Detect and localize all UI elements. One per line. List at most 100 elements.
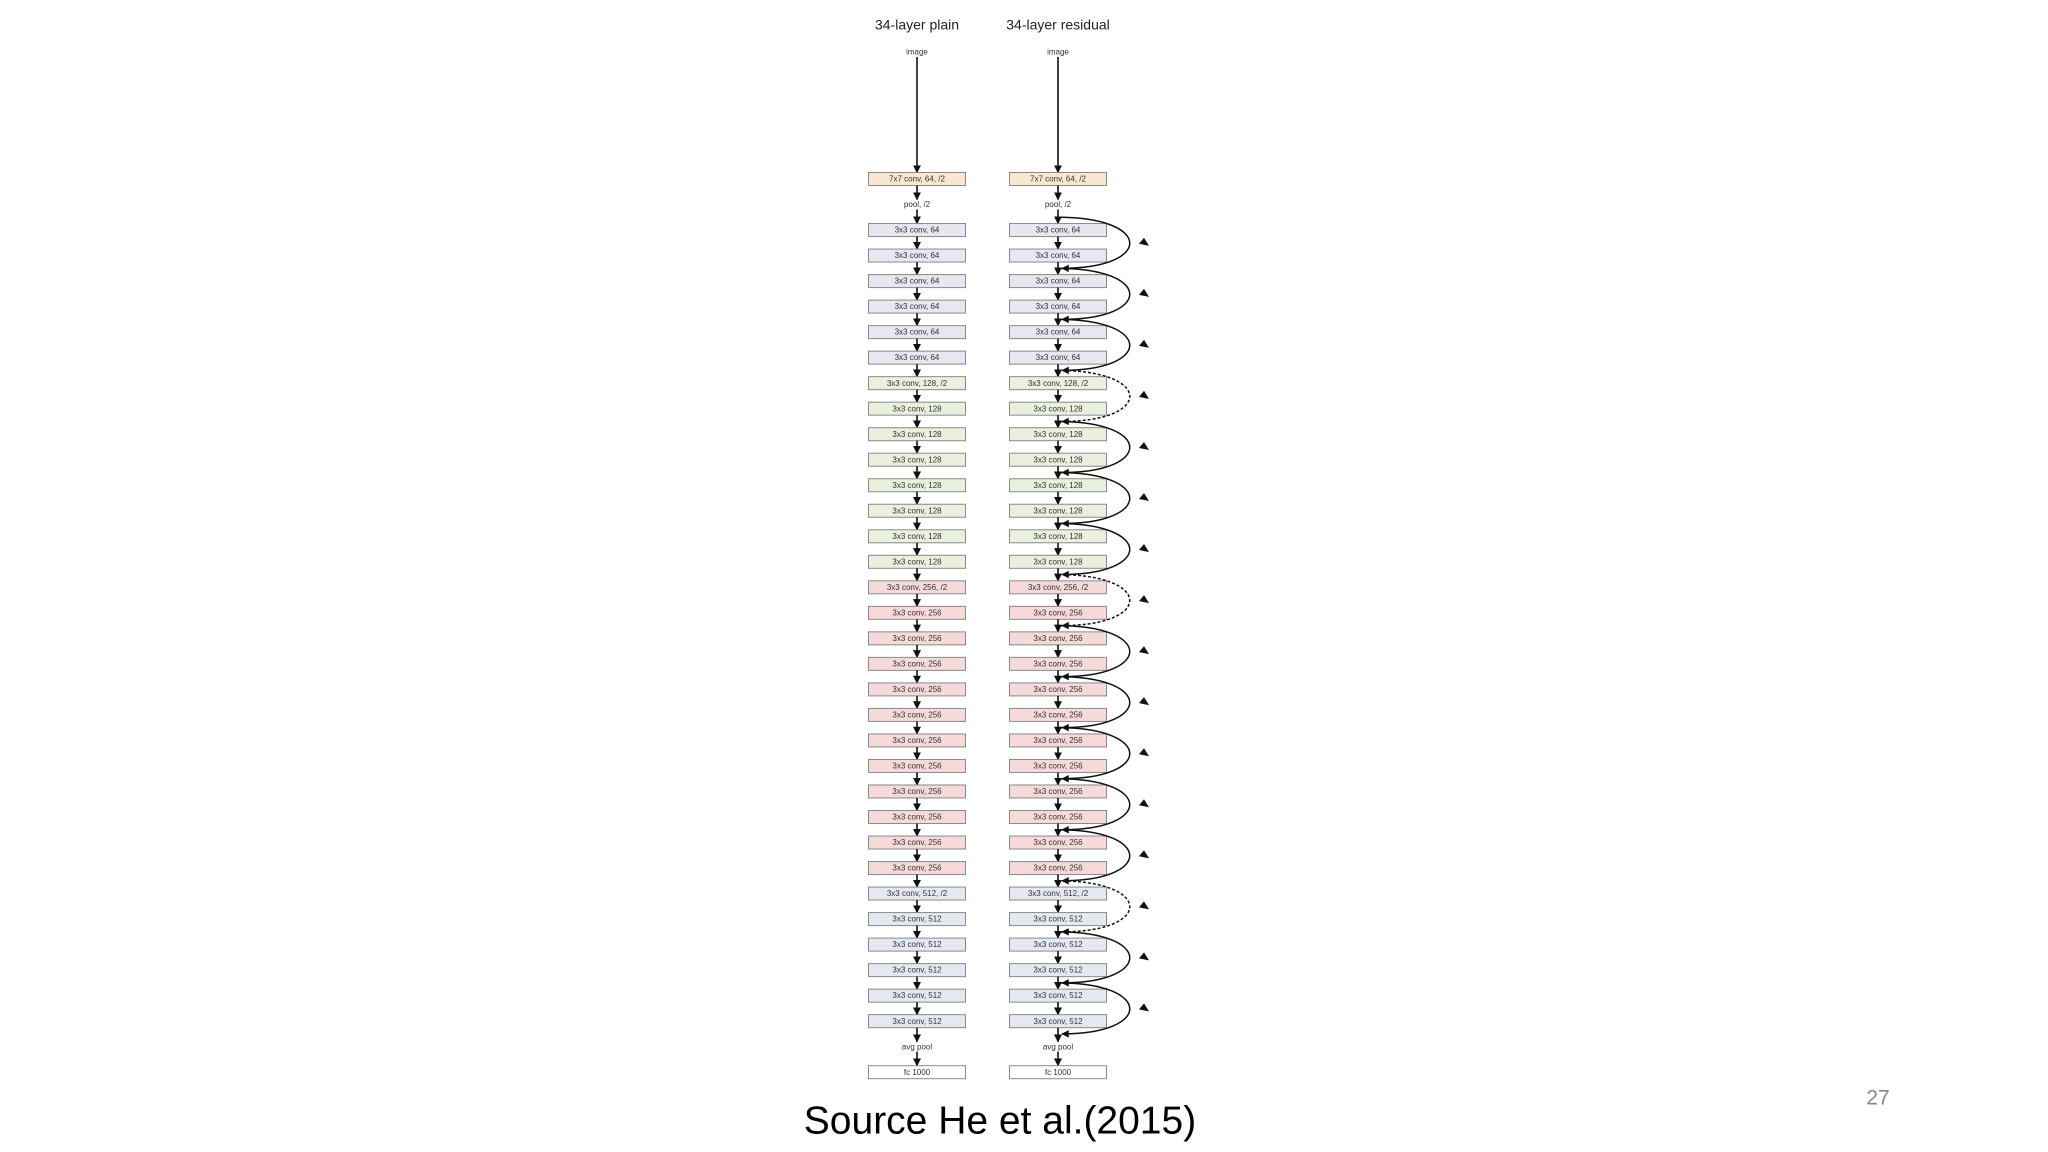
layer-label: 3x3 conv, 512 (1033, 915, 1083, 924)
layer-label: 3x3 conv, 128 (1033, 430, 1083, 439)
layer-label: 3x3 conv, 128 (1033, 455, 1083, 464)
shortcut-connection (1057, 318, 1131, 375)
layer-label: 3x3 conv, 512 (1033, 991, 1083, 1000)
layer-label: fc 1000 (1045, 1068, 1072, 1077)
layer-label: 3x3 conv, 256 (892, 838, 942, 847)
layer-label: 3x3 conv, 256 (1033, 736, 1083, 745)
node-label: avg pool (1043, 1042, 1073, 1051)
shortcut-connection (1057, 369, 1131, 426)
layer-label: 3x3 conv, 256 (1033, 634, 1083, 643)
layer-label: 3x3 conv, 128, /2 (1028, 379, 1089, 388)
layer-label: 3x3 conv, 128, /2 (887, 379, 948, 388)
layer-label: 3x3 conv, 128 (1033, 481, 1083, 490)
layer-label: 3x3 conv, 512 (892, 991, 942, 1000)
column-title: 34-layer residual (1006, 17, 1110, 33)
layer-label: 3x3 conv, 256 (1033, 787, 1083, 796)
shortcut-connection (1057, 573, 1131, 630)
shortcut-connection (1057, 267, 1131, 324)
shortcut-connection (1057, 522, 1131, 579)
shortcut-connection (1057, 471, 1131, 528)
shortcut-arrowhead (1139, 288, 1149, 297)
layer-label: 7x7 conv, 64, /2 (889, 175, 945, 184)
layer-label: 3x3 conv, 64 (1036, 328, 1081, 337)
layer-label: 3x3 conv, 256 (892, 813, 942, 822)
layer-label: 3x3 conv, 256 (892, 762, 942, 771)
layer-label: 3x3 conv, 512 (1033, 940, 1083, 949)
shortcut-connection (1057, 216, 1131, 273)
shortcut-connection (1057, 931, 1131, 987)
layer-label: 3x3 conv, 512 (1033, 966, 1083, 975)
shortcut-connection (1057, 880, 1131, 936)
layer-label: 3x3 conv, 64 (1036, 302, 1081, 311)
node-label: pool, /2 (1045, 200, 1072, 209)
shortcut-connection (1057, 829, 1131, 885)
layer-label: 3x3 conv, 256 (892, 608, 942, 617)
shortcut-arrowhead (1139, 748, 1149, 757)
layer-label: 3x3 conv, 512 (892, 966, 942, 975)
layer-label: 3x3 conv, 256 (1033, 685, 1083, 694)
shortcut-arrowhead (1139, 901, 1149, 910)
layer-label: fc 1000 (904, 1068, 931, 1077)
layer-label: 3x3 conv, 256 (892, 864, 942, 873)
layer-label: 3x3 conv, 512, /2 (887, 889, 948, 898)
layer-label: 3x3 conv, 256 (892, 685, 942, 694)
layer-label: 3x3 conv, 128 (892, 506, 942, 515)
layer-label: 3x3 conv, 128 (1033, 506, 1083, 515)
layer-label: 3x3 conv, 128 (892, 404, 942, 413)
shortcut-arrowhead (1139, 799, 1149, 808)
layer-label: 3x3 conv, 512 (892, 1017, 942, 1026)
shortcut-arrowhead (1139, 595, 1149, 604)
shortcut-arrowhead (1139, 544, 1149, 553)
layer-label: 3x3 conv, 256 (1033, 864, 1083, 873)
shortcut-arrowhead (1139, 697, 1149, 706)
layer-label: 3x3 conv, 128 (892, 481, 942, 490)
shortcut-arrowhead (1139, 493, 1149, 501)
layer-label: 3x3 conv, 256 (892, 659, 942, 668)
layer-label: 3x3 conv, 64 (895, 353, 940, 362)
layer-label: 3x3 conv, 256, /2 (887, 583, 948, 592)
shortcut-connection (1057, 624, 1131, 681)
layer-label: 3x3 conv, 256 (1033, 762, 1083, 771)
shortcut-arrowhead (1139, 1003, 1149, 1012)
layer-label: 3x3 conv, 128 (892, 557, 942, 566)
shortcut-arrowhead (1139, 339, 1149, 348)
layer-label: 3x3 conv, 128 (1033, 404, 1083, 413)
layer-label: 3x3 conv, 64 (895, 251, 940, 260)
layer-label: 3x3 conv, 64 (895, 277, 940, 286)
layer-label: 3x3 conv, 256 (1033, 608, 1083, 617)
layer-label: 3x3 conv, 64 (895, 226, 940, 235)
layer-label: 3x3 conv, 64 (1036, 277, 1081, 286)
layer-label: 3x3 conv, 256 (892, 736, 942, 745)
shortcut-arrowhead (1139, 850, 1149, 859)
layer-label: 3x3 conv, 128 (892, 430, 942, 439)
layer-label: 3x3 conv, 256 (1033, 711, 1083, 720)
shortcut-connection (1057, 675, 1131, 732)
layer-label: 3x3 conv, 128 (1033, 532, 1083, 541)
node-label: image (1047, 48, 1069, 57)
layer-label: 7x7 conv, 64, /2 (1030, 175, 1086, 184)
layer-label: 3x3 conv, 512 (892, 940, 942, 949)
node-label: pool, /2 (904, 200, 931, 209)
shortcut-arrowhead (1139, 952, 1149, 961)
shortcut-connection (1057, 726, 1131, 783)
layer-label: 3x3 conv, 128 (1033, 557, 1083, 566)
shortcut-connection (1057, 420, 1131, 477)
shortcut-arrowhead (1139, 237, 1149, 246)
shortcut-arrowhead (1139, 441, 1149, 450)
layer-label: 3x3 conv, 256 (1033, 659, 1083, 668)
shortcut-connection (1057, 777, 1131, 834)
layer-label: 3x3 conv, 128 (892, 455, 942, 464)
layer-label: 3x3 conv, 64 (895, 328, 940, 337)
layer-box (1009, 1065, 1107, 1080)
layer-label: 3x3 conv, 512 (892, 915, 942, 924)
column-title: 34-layer plain (875, 17, 959, 33)
layer-label: 3x3 conv, 64 (895, 302, 940, 311)
page-number: 27 (1866, 1087, 1889, 1110)
layer-label: 3x3 conv, 512 (1033, 1017, 1083, 1026)
layer-label: 3x3 conv, 64 (1036, 251, 1081, 260)
caption: Source He et al.(2015) (804, 1099, 1196, 1142)
shortcut-connection (1057, 982, 1131, 1038)
layer-label: 3x3 conv, 256 (892, 634, 942, 643)
